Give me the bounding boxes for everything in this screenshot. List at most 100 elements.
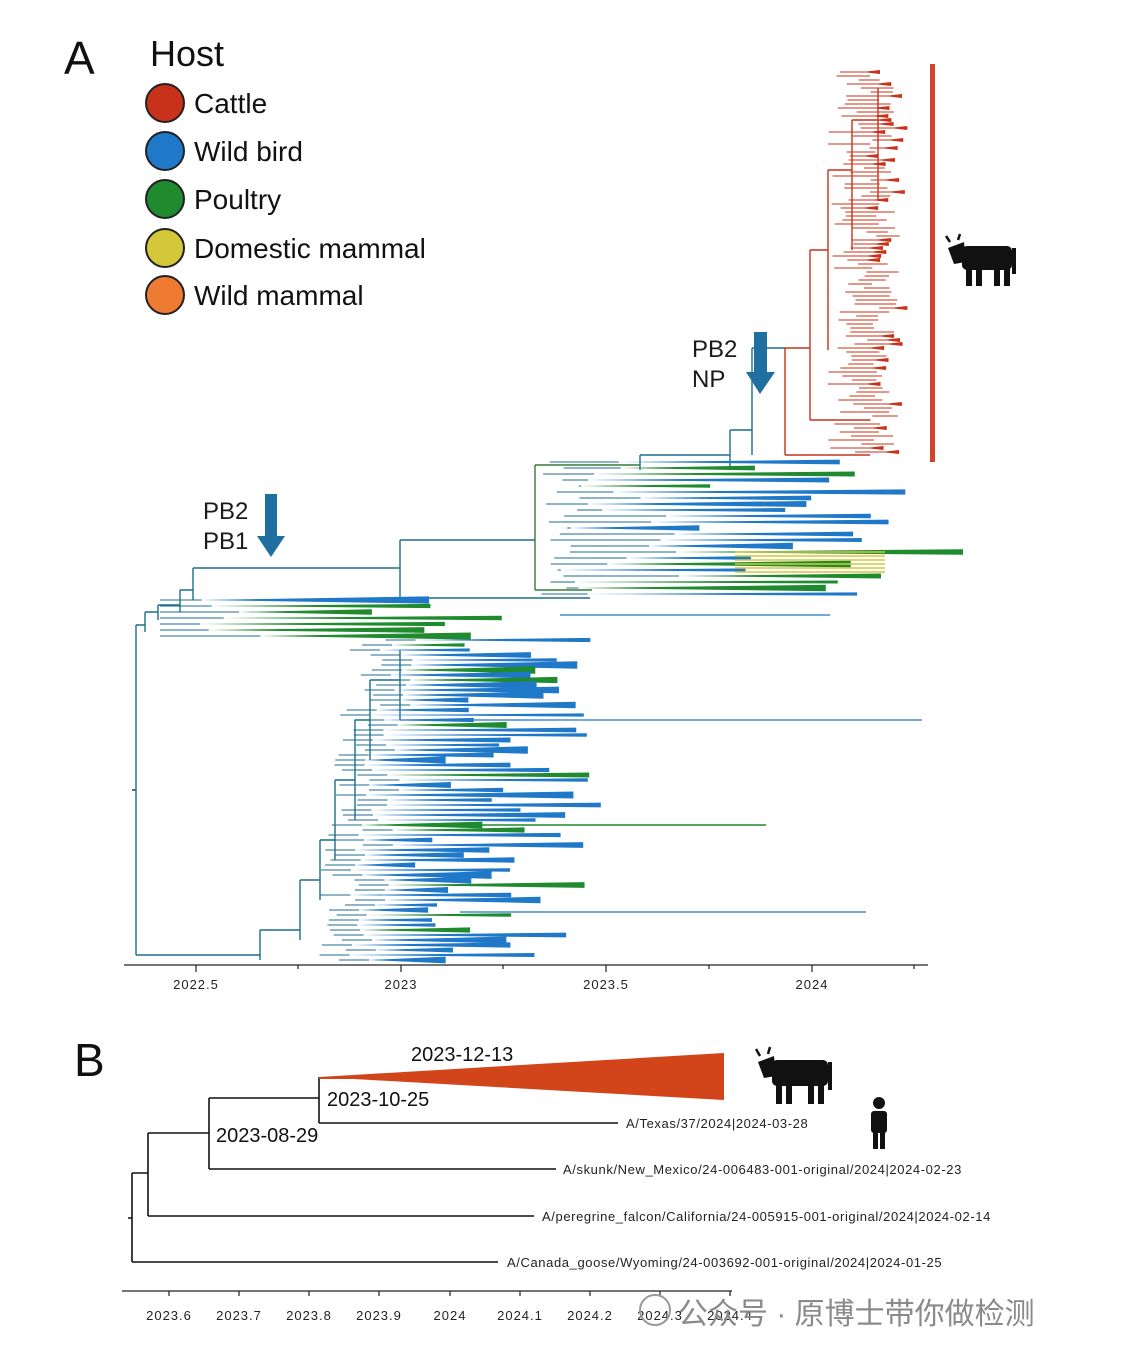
collapsed-clade bbox=[397, 722, 507, 728]
cattle-clade-bar bbox=[930, 64, 935, 462]
collapsed-clade bbox=[860, 154, 879, 158]
legend-swatch bbox=[145, 131, 185, 171]
collapsed-clade bbox=[239, 609, 372, 615]
axis-a-tick-label: 2023 bbox=[385, 977, 418, 992]
legend-label: Wild mammal bbox=[194, 280, 364, 311]
collapsed-clade bbox=[649, 542, 793, 550]
collapsed-clade bbox=[387, 772, 590, 778]
collapsed-clade bbox=[352, 942, 511, 948]
collapsed-clade bbox=[881, 178, 900, 182]
axis-b-tick-label: 2023.7 bbox=[216, 1308, 262, 1323]
node-date-label: 2023-12-13 bbox=[411, 1044, 513, 1066]
collapsed-clade bbox=[575, 580, 838, 584]
panel-a-letter: A bbox=[64, 32, 95, 84]
collapsed-clade bbox=[870, 114, 889, 118]
collapsed-clade bbox=[411, 661, 578, 669]
collapsed-clade bbox=[365, 756, 446, 764]
collapsed-clade bbox=[383, 727, 577, 733]
collapsed-clade bbox=[370, 713, 584, 717]
collapsed-clade bbox=[369, 956, 446, 964]
collapsed-clade bbox=[410, 701, 576, 709]
node-date-label: 2023-10-25 bbox=[327, 1089, 429, 1111]
legend-item-wild-bird: Wild bird bbox=[145, 131, 303, 171]
collapsed-clade bbox=[410, 676, 558, 684]
collapsed-clade bbox=[876, 158, 895, 162]
collapsed-clade bbox=[366, 913, 512, 917]
collapsed-clade bbox=[868, 250, 887, 254]
collapsed-clade bbox=[879, 146, 898, 150]
axis-b-tick-label: 2024.4 bbox=[707, 1308, 753, 1323]
collapsed-clade bbox=[618, 459, 840, 465]
collapsed-clade bbox=[388, 882, 585, 888]
collapsed-clade bbox=[359, 907, 429, 913]
collapsed-clade bbox=[602, 508, 786, 512]
collapsed-clade bbox=[870, 358, 889, 362]
collapsed-clade bbox=[660, 538, 862, 542]
collapsed-clade bbox=[385, 896, 541, 904]
collapsed-clade bbox=[578, 584, 826, 592]
cattle-clade-triangle bbox=[319, 1053, 724, 1100]
collapsed-clade bbox=[371, 936, 507, 944]
collapsed-clade bbox=[862, 70, 881, 74]
collapsed-clade bbox=[884, 342, 903, 346]
tip-label: A/Texas/37/2024|2024-03-28 bbox=[626, 1116, 808, 1131]
collapsed-clade bbox=[390, 671, 531, 679]
collapsed-clade bbox=[350, 868, 511, 872]
collapsed-clade bbox=[364, 837, 433, 843]
collapsed-clade bbox=[384, 886, 449, 894]
collapsed-clade bbox=[587, 592, 858, 596]
collapsed-clade bbox=[376, 707, 469, 713]
time-axis-a bbox=[124, 964, 928, 972]
collapsed-clade bbox=[260, 632, 471, 640]
collapsed-clade bbox=[386, 802, 601, 808]
tip-label: A/Canada_goose/Wyoming/24-003692-001-ori… bbox=[507, 1255, 942, 1270]
collapsed-clade bbox=[620, 465, 755, 471]
collapsed-clade bbox=[873, 118, 892, 122]
collapsed-clade bbox=[870, 198, 889, 202]
collapsed-clade bbox=[867, 130, 886, 134]
collapsed-clade bbox=[371, 808, 521, 812]
axis-a-tick-label: 2023.5 bbox=[583, 977, 629, 992]
collapsed-clade bbox=[392, 643, 465, 647]
collapsed-clade bbox=[355, 847, 490, 853]
collapsed-clade bbox=[399, 778, 588, 782]
collapsed-clade bbox=[862, 382, 881, 386]
collapsed-clade bbox=[570, 525, 700, 531]
collapsed-clade bbox=[868, 426, 887, 430]
axis-a-tick-label: 2022.5 bbox=[173, 977, 219, 992]
collapsed-clade bbox=[876, 334, 895, 338]
mutation-arrow-pb2-pb1: PB2 PB1 bbox=[203, 494, 285, 557]
collapsed-clade bbox=[626, 556, 751, 560]
collapsed-clade bbox=[364, 762, 511, 768]
axis-b-tick-label: 2024.2 bbox=[567, 1308, 613, 1323]
collapsed-clade bbox=[386, 743, 500, 747]
collapsed-clade bbox=[666, 513, 871, 519]
collapsed-clade bbox=[651, 519, 889, 525]
axis-b-tick-label: 2023.6 bbox=[146, 1308, 192, 1323]
collapsed-clade bbox=[362, 871, 492, 879]
axis-b-tick-label: 2023.8 bbox=[286, 1308, 332, 1323]
collapsed-clade bbox=[358, 918, 432, 922]
callout-pb2: PB2 bbox=[692, 336, 737, 363]
collapsed-clade bbox=[889, 126, 908, 130]
collapsed-clade bbox=[374, 903, 438, 907]
axis-b-tick-label: 2024 bbox=[434, 1308, 467, 1323]
collapsed-clade bbox=[208, 627, 425, 633]
collapsed-clade bbox=[400, 697, 469, 703]
collapsed-clade bbox=[349, 952, 535, 958]
cattle-clade-stem bbox=[319, 1077, 419, 1079]
collapsed-clade bbox=[360, 857, 515, 863]
collapsed-clade bbox=[201, 596, 430, 604]
legend-item-domestic-mammal: Domestic mammal bbox=[145, 228, 426, 268]
collapsed-clade bbox=[372, 737, 511, 743]
phylo-tree-b bbox=[128, 1077, 618, 1263]
collapsed-clade bbox=[588, 477, 830, 483]
collapsed-clade bbox=[885, 138, 904, 142]
legend-item-poultry: Poultry bbox=[145, 179, 281, 219]
time-axis-b bbox=[122, 1290, 732, 1296]
collapsed-clade bbox=[223, 615, 502, 621]
collapsed-clade bbox=[383, 733, 587, 737]
collapsed-clade bbox=[412, 658, 557, 662]
mutation-arrow-pb2-np: PB2 NP bbox=[692, 332, 775, 394]
